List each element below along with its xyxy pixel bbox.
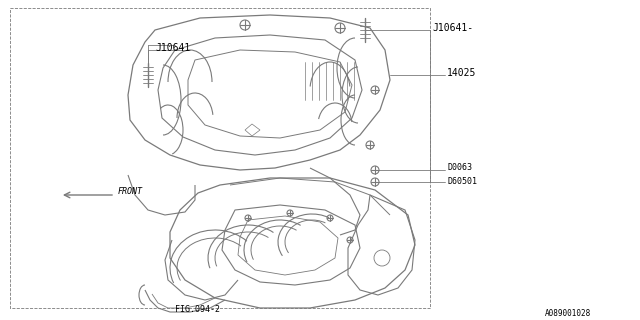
- Text: D0063: D0063: [447, 164, 472, 172]
- Text: D60501: D60501: [447, 178, 477, 187]
- Text: FIG.094-2: FIG.094-2: [175, 306, 220, 315]
- Text: 14025: 14025: [447, 68, 476, 78]
- Text: A089001028: A089001028: [545, 308, 591, 317]
- Bar: [10, 8, 430, 308]
- Text: J10641: J10641: [155, 43, 190, 53]
- Text: FRONT: FRONT: [118, 188, 143, 196]
- Text: J10641-: J10641-: [432, 23, 473, 33]
